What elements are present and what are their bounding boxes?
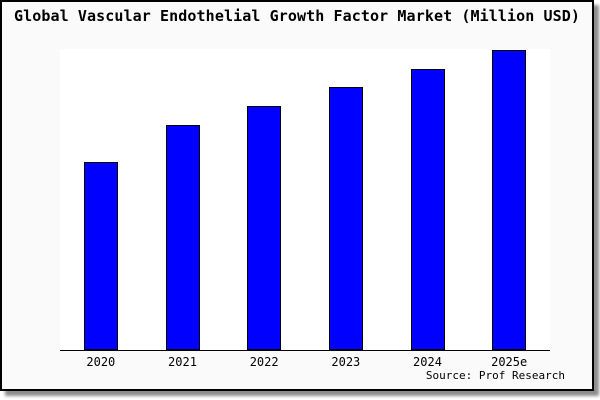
bar-2025e: [492, 50, 527, 350]
x-tick-label-2021: 2021: [168, 355, 197, 369]
bar-2024: [410, 69, 445, 350]
bar-2023: [328, 87, 363, 350]
source-credit: Source: Prof Research: [425, 369, 565, 382]
plot-area: [60, 49, 550, 351]
bar-2022: [247, 106, 282, 350]
bar-2021: [165, 125, 200, 350]
chart-frame: Global Vascular Endothelial Growth Facto…: [0, 0, 594, 391]
bar-2020: [83, 162, 118, 350]
x-tick-label-2020: 2020: [86, 355, 116, 369]
x-tick-label-2022: 2022: [249, 355, 279, 369]
x-tick-label-2023: 2023: [331, 355, 361, 369]
chart-title: Global Vascular Endothelial Growth Facto…: [13, 7, 581, 25]
x-tick-label-2024: 2024: [413, 355, 442, 369]
x-tick-label-2025e: 2025e: [491, 355, 528, 369]
